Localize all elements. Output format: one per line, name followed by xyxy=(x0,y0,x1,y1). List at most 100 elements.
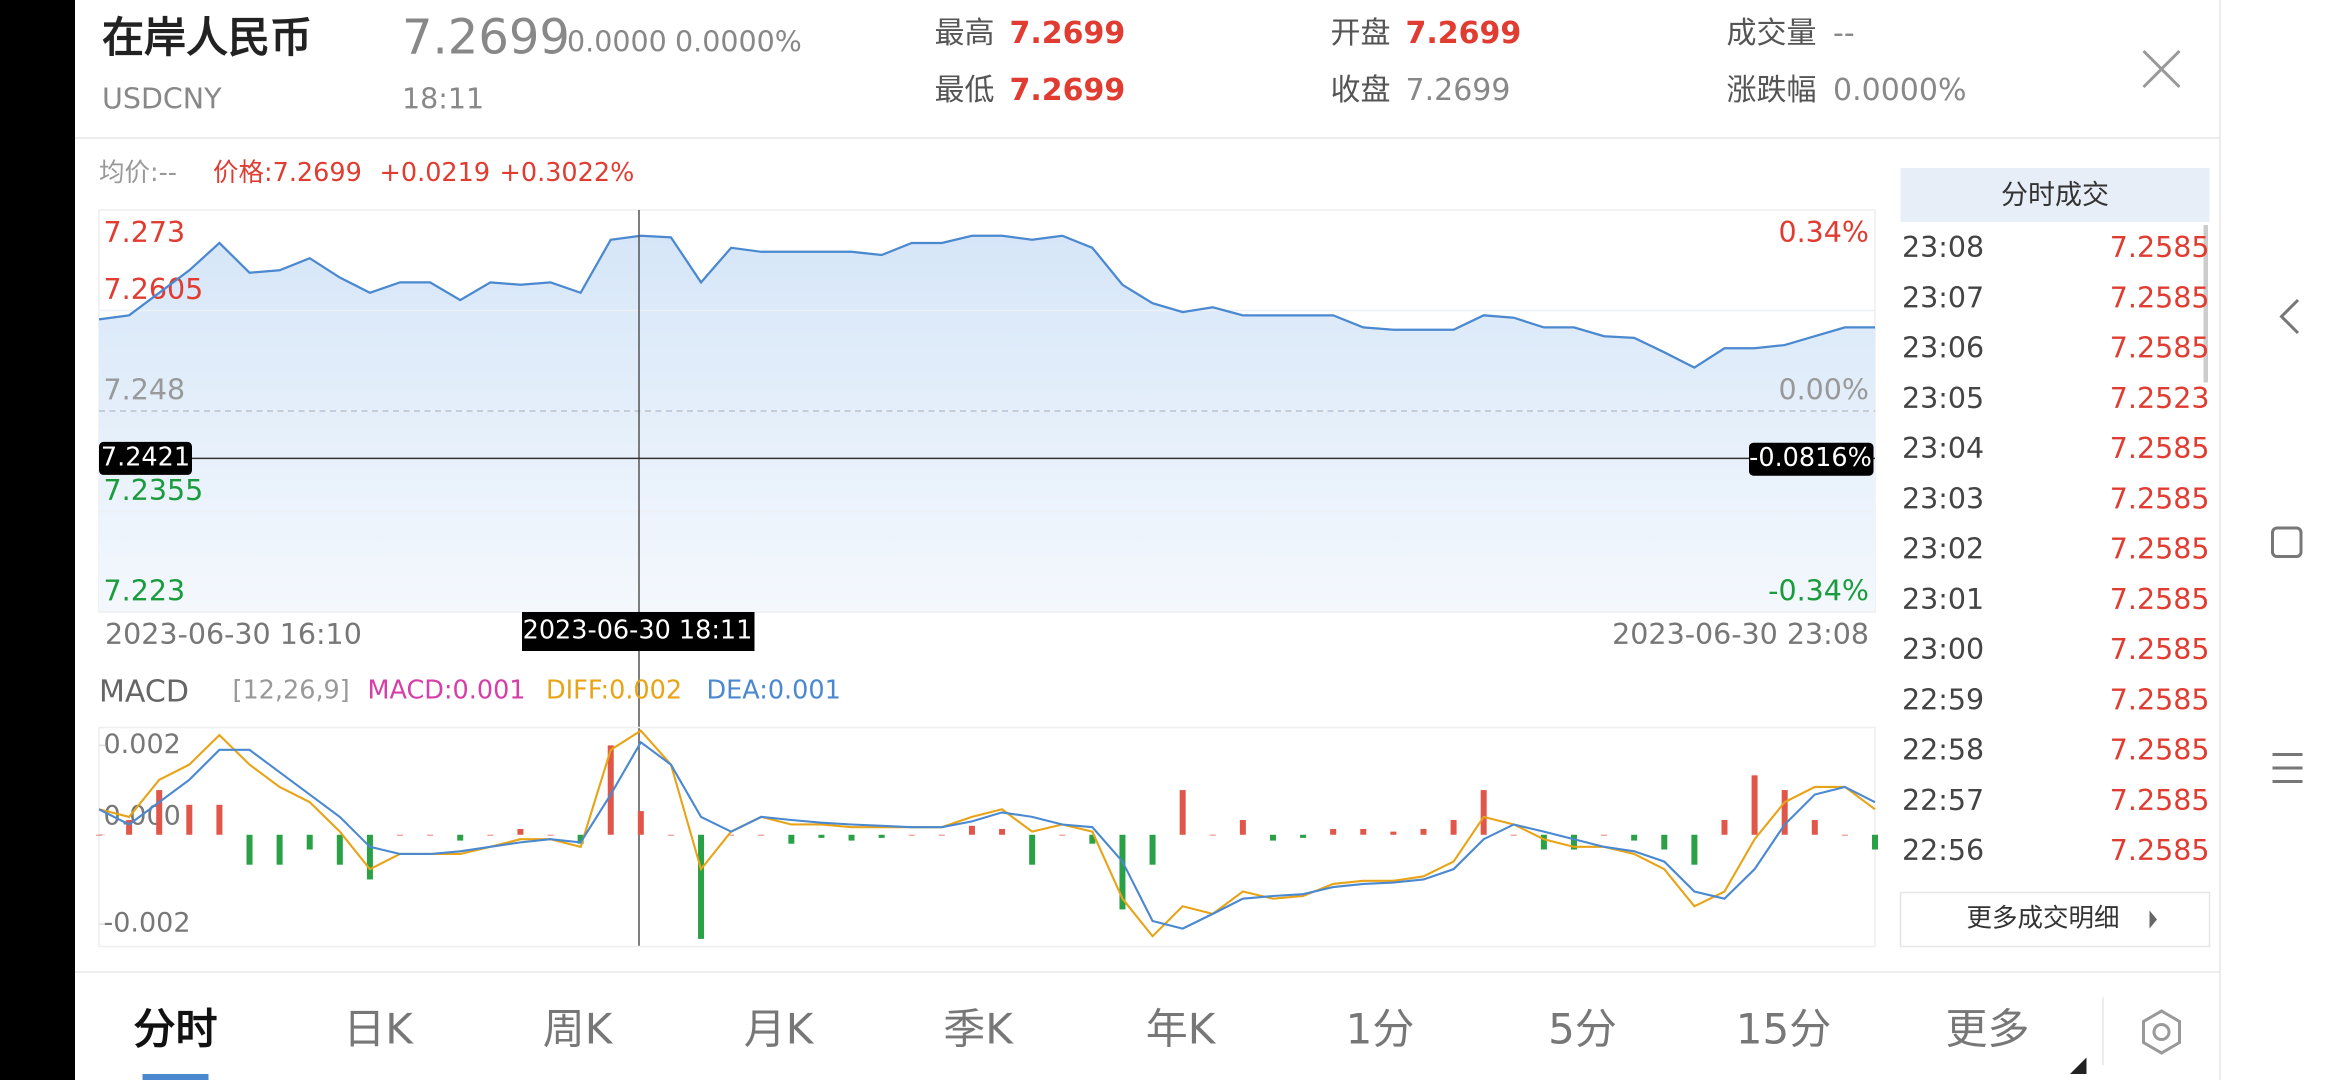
trade-time: 23:08 xyxy=(1902,231,1984,264)
macd-bar xyxy=(698,834,705,939)
tab[interactable]: 周K xyxy=(543,1005,614,1054)
macd-bar xyxy=(607,745,614,835)
trade-price: 7.2585 xyxy=(2110,784,2210,817)
tab[interactable]: 月K xyxy=(744,1005,815,1054)
close-button[interactable] xyxy=(2142,49,2181,89)
macd-line xyxy=(98,740,1876,930)
macd-bar xyxy=(1721,820,1728,835)
code: USDCNY xyxy=(102,83,222,116)
macd-bar xyxy=(1661,834,1668,850)
y-tick-label: 7.2605 xyxy=(104,273,204,306)
macd-bar xyxy=(457,834,464,841)
stat-label: 涨跌幅 xyxy=(1727,73,1817,108)
macd-bar xyxy=(427,834,434,836)
price-area xyxy=(99,235,1875,612)
name: 在岸人民币 xyxy=(102,13,312,62)
trade-time: 23:00 xyxy=(1902,633,1984,666)
macd-bar xyxy=(1601,834,1608,836)
crosshair-box xyxy=(1749,442,1874,476)
macd-bar xyxy=(577,834,584,844)
tab[interactable]: 季K xyxy=(943,1005,1014,1054)
macd-bar xyxy=(1239,820,1246,835)
scrollbar xyxy=(2203,225,2208,383)
stat-value: 7.2699 xyxy=(1406,16,1522,51)
trade-time: 23:03 xyxy=(1902,482,1984,515)
plot-frame xyxy=(98,726,1876,948)
macd-bar xyxy=(1540,834,1547,850)
macd-bar xyxy=(517,828,524,835)
trade-price: 7.2585 xyxy=(2110,583,2210,616)
tab[interactable]: 15分 xyxy=(1736,1005,1831,1054)
trade-time: 23:06 xyxy=(1902,332,1984,365)
macd-bar xyxy=(336,834,343,865)
stat-value: 7.2699 xyxy=(1406,73,1511,108)
nav-menu[interactable] xyxy=(2272,753,2303,783)
stat-label: 成交量 xyxy=(1727,16,1817,51)
settings-icon[interactable] xyxy=(2142,1009,2181,1055)
trade-time: 23:07 xyxy=(1902,281,1984,314)
trade-price: 7.2585 xyxy=(2110,432,2210,465)
macd-bar xyxy=(306,834,313,850)
tab[interactable]: 分时 xyxy=(133,1005,217,1054)
macd-bar xyxy=(246,834,253,865)
macd-bar xyxy=(1119,834,1126,910)
y-tick-label: 0.002 xyxy=(104,729,181,760)
y-tick-label: 7.2355 xyxy=(104,474,204,507)
macd-bar xyxy=(1872,834,1878,850)
macd-bar xyxy=(1269,834,1276,841)
macd-bar xyxy=(1751,775,1758,835)
left-bar xyxy=(0,0,75,1080)
trade-time: 22:59 xyxy=(1902,683,1984,716)
tab[interactable]: 日K xyxy=(343,1005,414,1054)
tab[interactable]: 年K xyxy=(1146,1005,1217,1054)
macd-bar xyxy=(818,834,825,838)
trade-price: 7.2585 xyxy=(2110,683,2210,716)
macd-bar xyxy=(1480,790,1487,835)
macd-params: [12,26,9] xyxy=(233,676,350,706)
trade-price: 7.2585 xyxy=(2110,482,2210,515)
macd-bar xyxy=(1811,820,1818,835)
info-pct: +0.3022% xyxy=(500,158,635,188)
more-corner xyxy=(2070,1057,2087,1074)
macd-bar xyxy=(1059,834,1066,836)
more-label[interactable]: 更多成交明细 xyxy=(1966,904,2119,934)
tab[interactable]: 更多 xyxy=(1945,1005,2029,1054)
stat-value: -- xyxy=(1833,16,1855,51)
crosshair-percent: -0.0816% xyxy=(1749,443,1872,473)
nav-home[interactable] xyxy=(2271,526,2303,558)
macd-bar xyxy=(1841,834,1848,836)
stat-label: 最低 xyxy=(935,73,995,108)
stat-label: 开盘 xyxy=(1331,16,1391,51)
trade-time: 23:01 xyxy=(1902,583,1984,616)
macd-bar xyxy=(96,834,102,836)
macd-bar xyxy=(848,834,855,841)
macd-bar xyxy=(366,834,373,880)
macd-bar xyxy=(908,834,915,836)
macd-bar xyxy=(276,834,283,865)
macd-bar xyxy=(126,820,133,835)
stat-label: 收盘 xyxy=(1331,73,1391,108)
nav-back[interactable] xyxy=(2279,298,2300,335)
macd-line xyxy=(98,729,1876,938)
macd-bar xyxy=(1330,828,1337,835)
time: 18:11 xyxy=(402,83,484,116)
more-button[interactable] xyxy=(1899,891,2211,948)
trade-time: 22:58 xyxy=(1902,734,1984,767)
x-label: 2023-06-30 23:08 xyxy=(1612,618,1869,651)
macd-title: MACD xyxy=(99,675,189,710)
tab[interactable]: 1分 xyxy=(1346,1005,1415,1054)
macd-bar xyxy=(968,825,975,835)
macd-bar xyxy=(878,834,885,838)
trade-time: 22:57 xyxy=(1902,784,1984,817)
info-change: +0.0219 xyxy=(380,158,491,188)
macd-bar xyxy=(216,804,223,835)
info-price: 价格:7.2699 xyxy=(213,158,362,188)
change: 0.0000 xyxy=(567,26,667,59)
macd-bar xyxy=(938,834,945,836)
trade-time: 23:05 xyxy=(1902,382,1984,415)
macd-bar xyxy=(186,804,193,835)
stat-value: 7.2699 xyxy=(1010,16,1126,51)
tab[interactable]: 5分 xyxy=(1548,1005,1617,1054)
legend-entry: MACD:0.001 xyxy=(368,676,526,706)
macd-bar xyxy=(547,834,554,836)
